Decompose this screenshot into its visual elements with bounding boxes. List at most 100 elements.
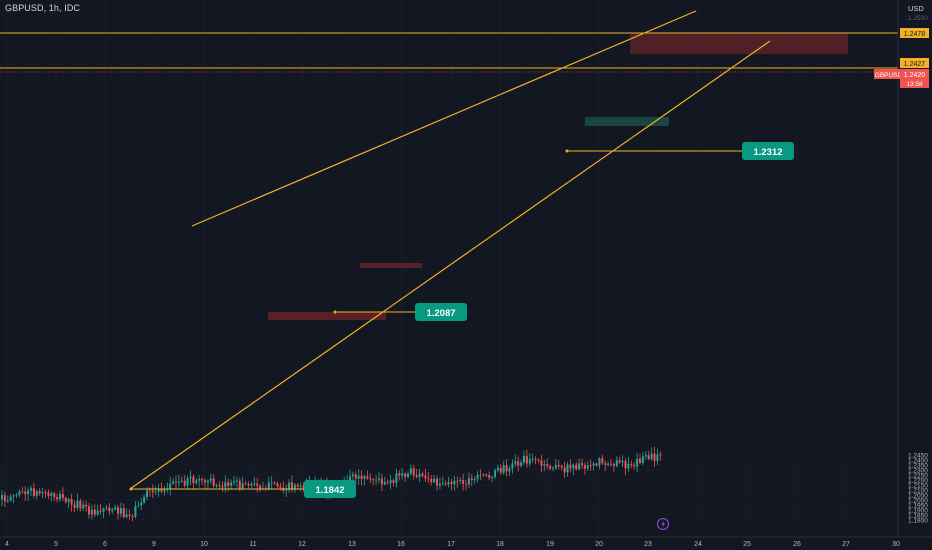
price-tick-label: 1.2000: [908, 498, 928, 505]
candle-body: [389, 480, 392, 484]
candle-body: [462, 480, 465, 484]
resistance-price-tag: 1.2478: [900, 28, 929, 38]
candle-body: [430, 478, 433, 483]
candle-body: [253, 483, 256, 485]
supply-zone-low[interactable]: [268, 312, 386, 320]
candle-body: [177, 481, 180, 483]
candle-body: [554, 465, 557, 468]
candle-body: [154, 491, 157, 493]
candle-body: [64, 497, 67, 502]
candle-body: [528, 458, 531, 464]
level-price-tag: 1.2427: [900, 58, 929, 68]
candle-body: [610, 463, 612, 465]
candle-body: [27, 490, 30, 495]
candle-body: [615, 460, 618, 466]
supply-zone-mid[interactable]: [360, 263, 422, 268]
candle-body: [215, 485, 218, 487]
candle-body: [180, 480, 183, 482]
time-tick-label: 12: [298, 541, 306, 548]
resistance-price-tag-text: 1.2478: [904, 31, 926, 38]
candle-body: [230, 482, 233, 486]
candle-body: [157, 488, 160, 492]
candle-body: [125, 514, 128, 517]
candle-body: [366, 476, 369, 479]
lightning-icon[interactable]: [657, 518, 669, 530]
candle-body: [604, 463, 607, 465]
candle-body: [552, 467, 554, 469]
upper-trendline[interactable]: [191, 10, 697, 227]
candle-body: [143, 496, 146, 503]
candle-body: [438, 483, 441, 486]
candle-body: [119, 508, 122, 514]
candle-body: [456, 480, 459, 482]
candle-body: [21, 491, 24, 493]
candle-body: [85, 504, 88, 507]
candle-body: [90, 509, 93, 515]
level-price-tag-text: 1.2427: [904, 61, 926, 68]
candle-body: [421, 473, 424, 476]
candle-body: [24, 491, 27, 495]
candle-body: [276, 483, 279, 487]
candle-body: [465, 483, 467, 485]
time-tick-label: 20: [595, 541, 603, 548]
candle-body: [99, 510, 102, 512]
support-label-text: 1.2087: [426, 308, 455, 319]
candle-body: [549, 465, 552, 469]
candle-body: [531, 458, 534, 460]
candle-body: [557, 465, 560, 467]
candle-body: [1, 495, 3, 500]
time-tick-label: 17: [447, 541, 455, 548]
price-tick-label: 1.2400: [908, 458, 928, 465]
candle-body: [270, 482, 273, 484]
support-callout-dot: [333, 310, 337, 314]
candle-body: [32, 488, 35, 496]
lower-trendline[interactable]: [129, 40, 771, 490]
candle-body: [128, 514, 131, 517]
candle-body: [639, 458, 641, 463]
time-axis[interactable]: 4 5 6 9 10 11 12 13 16 17 18 19 20 23 24 25 26 27 30: [0, 536, 932, 550]
candle-body: [70, 498, 73, 505]
candle-body: [407, 473, 409, 477]
price-tick-label: 1.1800: [908, 518, 928, 525]
support-label[interactable]: 1.2087: [415, 303, 467, 321]
candle-body: [592, 463, 595, 466]
supply-zone-top[interactable]: [630, 33, 848, 54]
candle-body: [583, 465, 586, 469]
candle-body: [520, 462, 523, 466]
candle-body: [441, 483, 444, 484]
candle-body: [209, 478, 212, 481]
price-tick-label: 1.1950: [908, 503, 928, 510]
candle-body: [151, 490, 154, 493]
time-tick-label: 23: [644, 541, 652, 548]
countdown-tag-text: 13:58: [906, 81, 923, 88]
candle-body: [273, 482, 276, 484]
symbol-title: GBPUSD, 1h, IDC: [5, 3, 81, 13]
candle-body: [612, 463, 615, 466]
time-tick-label: 9: [152, 541, 156, 548]
price-axis[interactable]: 1.2500 1.24501.24001.23501.23001.22501.2…: [897, 0, 932, 537]
price-tick-label: 1.1900: [908, 508, 928, 515]
low-label[interactable]: 1.1842: [304, 480, 356, 498]
pullback-label[interactable]: 1.2312: [742, 142, 794, 160]
candle-body: [375, 479, 378, 481]
candle-body: [224, 482, 227, 488]
candle-body: [259, 485, 262, 490]
candle-body: [35, 491, 38, 496]
demand-zone[interactable]: [585, 117, 669, 126]
candle-body: [354, 474, 357, 479]
symbol-price-tag-text: GBPUSD: [875, 72, 903, 79]
candle-body: [349, 476, 351, 482]
candle-body: [299, 485, 302, 487]
candle-body: [288, 482, 291, 490]
candle-body: [517, 461, 520, 466]
candle-body: [131, 516, 134, 517]
candle-body: [424, 475, 427, 479]
candle-body: [572, 464, 575, 469]
candle-body: [601, 458, 604, 464]
candle-body: [418, 473, 421, 478]
candle-body: [44, 492, 47, 494]
low-callout-dot: [129, 487, 133, 491]
candle-body: [485, 474, 488, 476]
